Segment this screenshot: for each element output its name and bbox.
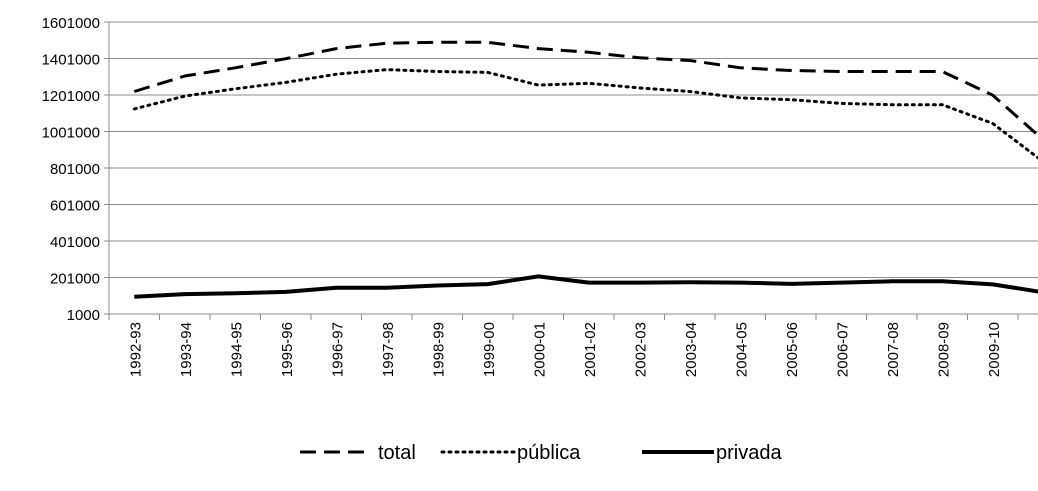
legend-label-total: total [378, 442, 416, 464]
x-tick-label: 2004-05 [733, 322, 750, 377]
x-tick-label: 1999-00 [481, 322, 498, 377]
x-tick-label: 2002-03 [632, 322, 649, 377]
y-tick-label: 1401000 [42, 52, 100, 69]
y-tick-label: 801000 [50, 161, 100, 178]
x-tick-label: 2003-04 [683, 322, 700, 377]
y-tick-label: 1000 [67, 307, 100, 324]
x-tick-label: 1993-94 [178, 322, 195, 377]
x-tick-label: 2000-01 [531, 322, 548, 377]
x-tick-label: 1997-98 [380, 322, 397, 377]
legend-label-privada: privada [716, 442, 782, 464]
y-tick-label: 401000 [50, 234, 100, 251]
x-tick-label: 2006-07 [834, 322, 851, 377]
series-lines [132, 40, 1038, 299]
x-tick-label: 1998-99 [430, 322, 447, 377]
x-tick-label: 1995-96 [279, 322, 296, 377]
x-tick-label: 1994-95 [228, 322, 245, 377]
series-line-pública [132, 68, 1038, 160]
x-axis-tick-labels: 1992-93 1993-94 1994-95 1995-96 1996-97 1997-… [127, 322, 1038, 377]
y-tick-label: 1001000 [42, 125, 100, 142]
x-tick-label: 2001-02 [582, 322, 599, 377]
x-tick-label: 1996-97 [329, 322, 346, 377]
x-tick-label: 1992-93 [127, 322, 144, 377]
x-tick-label: 2005-06 [784, 322, 801, 377]
legend-label-pública: pública [517, 442, 581, 464]
y-axis-tick-labels: 1601000 1401000 1201000 1001000 801000 601000… [42, 15, 100, 324]
x-tick-label: 2007-08 [885, 322, 902, 377]
x-tick-label: 2010-11 [1036, 322, 1038, 376]
x-tick-label: 2008-09 [935, 322, 952, 377]
legend: total pública privada [300, 442, 782, 464]
axes [104, 21, 1038, 320]
y-tick-label: 601000 [50, 198, 100, 215]
y-tick-label: 1601000 [42, 15, 100, 32]
series-line-privada [134, 274, 1038, 299]
x-tick-label: 2009-10 [986, 322, 1003, 377]
y-tick-label: 1201000 [42, 88, 100, 105]
series-line-total [133, 40, 1038, 138]
y-tick-label: 201000 [50, 271, 100, 288]
gridlines [109, 21, 1038, 315]
